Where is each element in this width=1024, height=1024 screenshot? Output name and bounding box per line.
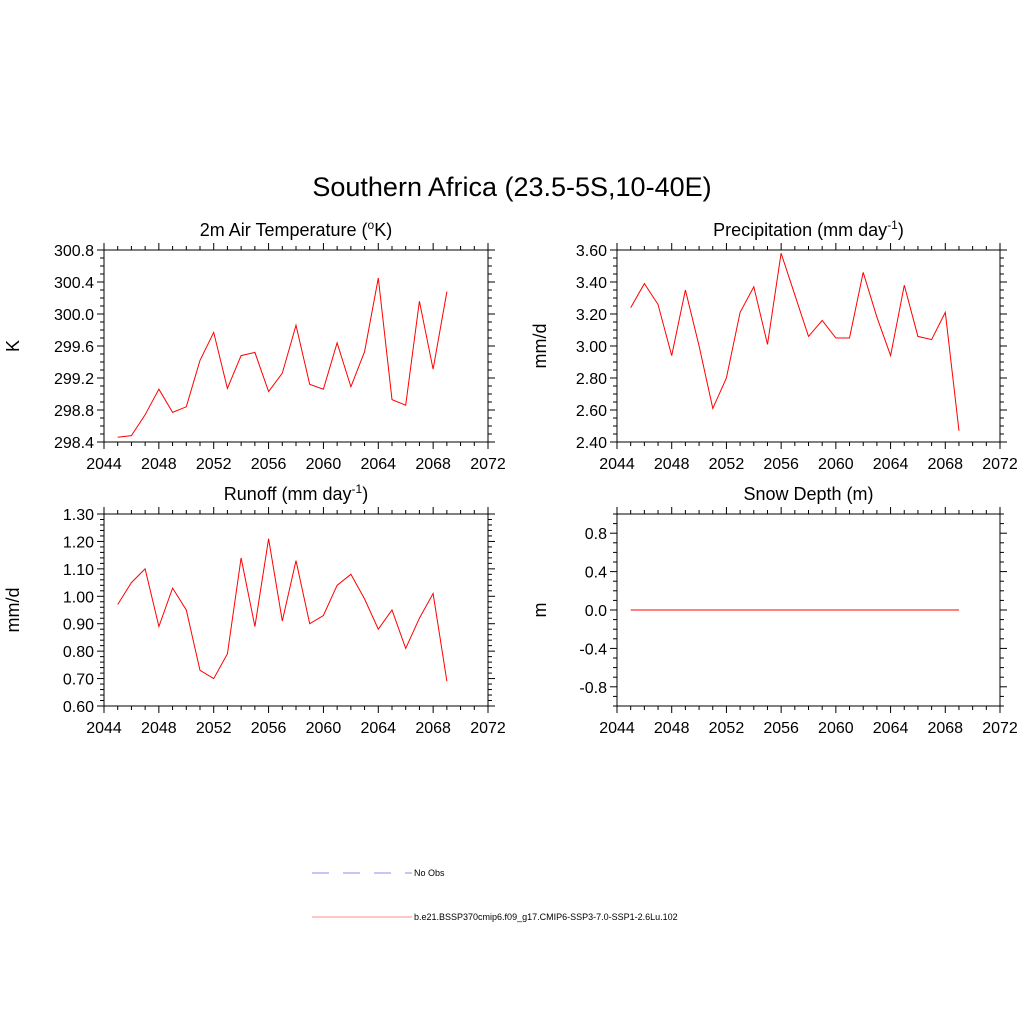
x-tick-label: 2056 (251, 720, 287, 737)
y-tick-label: 2.60 (576, 403, 607, 420)
x-tick-label: 2064 (873, 456, 909, 473)
y-tick-label: 3.60 (576, 243, 607, 260)
panel-title-snow-depth: Snow Depth (m) (743, 484, 873, 504)
x-tick-label: 2044 (86, 456, 122, 473)
x-tick-label: 2056 (763, 720, 799, 737)
panel-temperature: 2044 2048 2052 2056 2060 2064 2068 2072 298.4 298… (3, 218, 506, 473)
panels-group: 2044 2048 2052 2056 2060 2064 2068 2072 298.4 298… (3, 218, 1018, 737)
legend-label-no-obs: No Obs (414, 868, 445, 878)
panel-title-text: Snow Depth (m) (743, 484, 873, 504)
y-axis-label-temperature: K (3, 340, 23, 352)
y-tick-label: 298.8 (54, 403, 94, 420)
x-tick-label: 2048 (141, 720, 177, 737)
panel-title-sup: -1 (352, 482, 363, 496)
x-tick-label: 2072 (982, 720, 1018, 737)
y-tick-label: 3.00 (576, 339, 607, 356)
main-title: Southern Africa (23.5-5S,10-40E) (312, 172, 711, 202)
x-tick-label: 2044 (86, 720, 122, 737)
x-tick-label: 2056 (763, 456, 799, 473)
panel-snow-depth: 2044 2048 2052 2056 2060 2064 2068 2072 -0.8 -0.4… (530, 484, 1018, 737)
series-line-runoff (117, 538, 448, 682)
x-tick-label: 2060 (818, 456, 854, 473)
panel-title-sup: o (368, 218, 375, 232)
x-tick-label: 2056 (251, 456, 287, 473)
x-tick-label: 2060 (306, 720, 342, 737)
y-tick-label: 0.60 (63, 699, 94, 716)
panel-title-runoff: Runoff (mm day-1) (224, 482, 368, 504)
y-tick-label: 0.70 (63, 672, 94, 689)
y-tick-label: 1.30 (63, 507, 94, 524)
panel-title-suffix: ) (898, 220, 904, 240)
legend: No Obs b.e21.BSSP370cmip6.f09_g17.CMIP6-… (312, 868, 678, 922)
x-tick-label: 2052 (196, 456, 232, 473)
y-tick-label: -0.8 (579, 680, 607, 697)
x-tick-label: 2048 (654, 720, 690, 737)
plot-frame (103, 249, 489, 443)
y-tick-label: 300.4 (54, 275, 94, 292)
y-tick-label: 300.8 (54, 243, 94, 260)
panel-title-text: 2m Air Temperature ( (200, 220, 368, 240)
panel-title-temperature: 2m Air Temperature (oK) (200, 218, 392, 240)
y-axis-label-runoff: mm/d (3, 588, 23, 633)
y-axis-label-snow-depth: m (530, 603, 550, 618)
y-tick-label: -0.4 (579, 641, 607, 658)
x-tick-label: 2072 (982, 456, 1018, 473)
panel-runoff: 2044 2048 2052 2056 2060 2064 2068 2072 0.60 0.70… (3, 482, 506, 737)
panel-title-text: Precipitation (mm day (713, 220, 887, 240)
y-tick-label: 1.20 (63, 534, 94, 551)
y-tick-label: 298.4 (54, 435, 94, 452)
panel-title-sup: -1 (887, 218, 898, 232)
panel-precipitation: 2044 2048 2052 2056 2060 2064 2068 2072 2.40 2.60… (530, 218, 1018, 473)
y-tick-label: 300.0 (54, 307, 94, 324)
y-tick-label: 3.20 (576, 307, 607, 324)
x-tick-label: 2048 (654, 456, 690, 473)
x-tick-label: 2060 (818, 720, 854, 737)
legend-label-model: b.e21.BSSP370cmip6.f09_g17.CMIP6-SSP3-7.… (414, 912, 678, 922)
panel-title-precipitation: Precipitation (mm day-1) (713, 218, 904, 240)
series-line-temperature (117, 277, 448, 438)
panel-title-suffix: K) (374, 220, 392, 240)
series-line-precipitation (630, 253, 960, 431)
panel-title-text: Runoff (mm day (224, 484, 352, 504)
x-tick-label: 2068 (927, 456, 963, 473)
y-tick-label: 1.10 (63, 562, 94, 579)
x-tick-label: 2064 (873, 720, 909, 737)
x-tick-label: 2068 (415, 720, 451, 737)
y-tick-label: 1.00 (63, 589, 94, 606)
plot-frame (103, 513, 489, 707)
x-tick-label: 2072 (470, 456, 506, 473)
y-tick-label: 0.80 (63, 644, 94, 661)
panel-title-suffix: ) (362, 484, 368, 504)
x-tick-label: 2068 (927, 720, 963, 737)
x-tick-label: 2064 (360, 720, 396, 737)
x-tick-label: 2052 (196, 720, 232, 737)
y-tick-label: 299.2 (54, 371, 94, 388)
y-tick-label: 0.90 (63, 617, 94, 634)
plot-frame (616, 249, 1001, 443)
x-tick-label: 2060 (306, 456, 342, 473)
x-tick-label: 2044 (599, 720, 635, 737)
y-tick-label: 0.4 (585, 565, 607, 582)
y-tick-label: 0.0 (585, 603, 607, 620)
x-tick-label: 2072 (470, 720, 506, 737)
x-tick-label: 2064 (360, 456, 396, 473)
y-axis-label-precipitation: mm/d (530, 324, 550, 369)
x-tick-label: 2048 (141, 456, 177, 473)
y-tick-label: 0.8 (585, 526, 607, 543)
x-tick-label: 2068 (415, 456, 451, 473)
y-tick-label: 299.6 (54, 339, 94, 356)
y-tick-label: 3.40 (576, 275, 607, 292)
x-tick-label: 2052 (709, 720, 745, 737)
x-tick-label: 2044 (599, 456, 635, 473)
x-tick-label: 2052 (709, 456, 745, 473)
y-tick-label: 2.80 (576, 371, 607, 388)
y-tick-label: 2.40 (576, 435, 607, 452)
